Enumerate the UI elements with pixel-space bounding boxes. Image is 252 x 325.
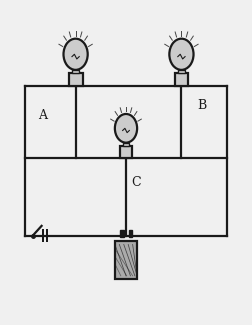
Circle shape [64,39,88,70]
Bar [73,70,79,73]
Bar [174,73,188,86]
Bar [69,73,82,86]
Bar [120,146,132,158]
Bar [129,230,132,237]
Bar [120,230,124,237]
Bar [178,70,184,73]
Text: A: A [38,109,47,122]
Bar [123,143,129,146]
Circle shape [115,114,137,143]
Text: B: B [197,99,206,112]
Bar [115,241,137,279]
Circle shape [169,39,194,70]
Text: C: C [131,176,141,188]
